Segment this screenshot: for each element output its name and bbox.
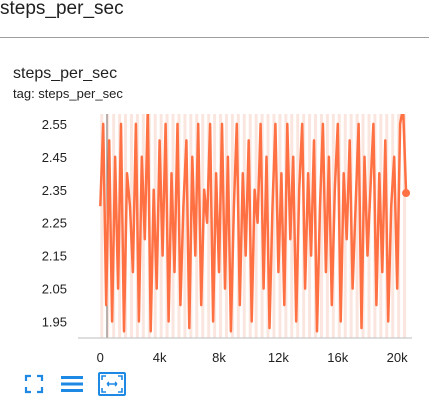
smoothing-band — [207, 114, 211, 338]
series-line — [99, 114, 408, 333]
y-tick-label: 2.05 — [42, 282, 67, 297]
smoothing-band — [272, 114, 276, 338]
x-tick-label: 16k — [327, 350, 348, 365]
smoothing-band — [319, 114, 323, 338]
card-title: steps_per_sec — [13, 65, 118, 82]
fit-domain-icon — [101, 375, 123, 393]
x-tick-label: 0 — [97, 350, 104, 365]
section-title: steps_per_sec — [0, 0, 124, 19]
smoothing-band — [391, 114, 395, 338]
smoothing-band — [355, 114, 359, 338]
x-tick-label: 8k — [212, 350, 226, 365]
x-tick-label: 12k — [268, 350, 289, 365]
x-tick-labels: 0 4k 8k 12k 16k 20k — [97, 350, 408, 365]
card-tag: tag: steps_per_sec — [13, 86, 123, 101]
line-chart[interactable]: 1.95 2.05 2.15 2.25 2.35 2.45 2.55 0 4k 8k 12k 16k… — [0, 100, 429, 370]
fullscreen-button[interactable] — [22, 372, 46, 396]
chart-toolbar — [22, 372, 126, 396]
smoothing-band — [183, 114, 187, 338]
y-tick-labels: 1.95 2.05 2.15 2.25 2.35 2.45 2.55 — [42, 117, 67, 330]
legend-toggle-icon — [61, 376, 83, 392]
y-tick-label: 2.45 — [42, 150, 67, 165]
x-tick-label: 4k — [153, 350, 167, 365]
last-point-marker — [402, 189, 411, 198]
fit-domain-button[interactable] — [98, 372, 126, 396]
legend-toggle-button[interactable] — [60, 372, 84, 396]
fullscreen-icon — [24, 374, 44, 394]
y-tick-label: 2.15 — [42, 249, 67, 264]
smoothing-band — [403, 114, 407, 338]
y-tick-label: 2.25 — [42, 216, 67, 231]
section-divider — [0, 37, 429, 38]
smoothing-band — [254, 114, 258, 338]
x-tick-label: 20k — [387, 350, 408, 365]
smoothing-band — [100, 114, 104, 338]
y-tick-label: 2.35 — [42, 183, 67, 198]
y-tick-label: 1.95 — [42, 315, 67, 330]
y-tick-label: 2.55 — [42, 117, 67, 132]
